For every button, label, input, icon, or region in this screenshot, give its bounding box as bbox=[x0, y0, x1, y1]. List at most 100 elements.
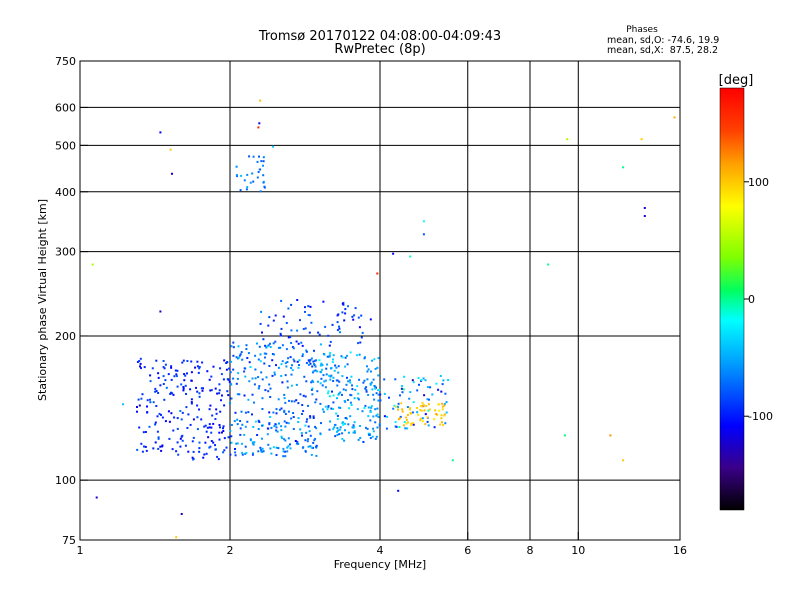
data-point bbox=[330, 407, 333, 410]
data-point bbox=[363, 379, 366, 382]
data-point bbox=[241, 358, 244, 361]
data-point bbox=[246, 186, 249, 189]
data-point bbox=[258, 421, 261, 423]
data-point bbox=[332, 354, 335, 357]
data-point bbox=[372, 430, 375, 433]
data-point bbox=[420, 379, 423, 381]
data-point bbox=[357, 342, 360, 345]
data-point bbox=[378, 423, 381, 426]
data-point bbox=[219, 410, 222, 413]
data-point bbox=[251, 172, 254, 175]
data-point bbox=[269, 447, 272, 450]
data-point bbox=[301, 404, 304, 406]
data-point bbox=[182, 387, 185, 390]
data-point bbox=[215, 408, 218, 411]
data-point bbox=[273, 371, 276, 374]
data-point bbox=[277, 346, 280, 349]
data-point bbox=[155, 359, 158, 362]
data-point bbox=[349, 415, 352, 418]
data-point bbox=[307, 425, 310, 428]
data-point bbox=[369, 318, 372, 321]
data-point bbox=[294, 440, 297, 442]
data-point bbox=[367, 406, 370, 409]
data-point bbox=[267, 390, 270, 393]
data-point bbox=[348, 407, 351, 410]
data-point bbox=[198, 447, 201, 450]
data-point bbox=[322, 374, 325, 377]
data-point bbox=[269, 346, 272, 348]
data-point bbox=[217, 458, 220, 461]
data-point bbox=[353, 431, 356, 434]
data-point bbox=[393, 404, 396, 407]
data-point bbox=[410, 412, 412, 415]
data-point bbox=[287, 307, 290, 310]
data-point bbox=[383, 415, 386, 418]
x-tick-label: 4 bbox=[377, 544, 384, 557]
data-point bbox=[216, 455, 219, 458]
data-point bbox=[332, 408, 334, 410]
data-point bbox=[319, 343, 322, 346]
data-point bbox=[309, 416, 312, 419]
data-point bbox=[280, 299, 283, 302]
data-point bbox=[365, 386, 368, 389]
data-point bbox=[196, 390, 199, 393]
data-point bbox=[347, 380, 350, 383]
data-point bbox=[406, 414, 409, 416]
data-point bbox=[268, 411, 271, 414]
data-point bbox=[424, 423, 427, 426]
data-point bbox=[235, 356, 238, 359]
data-point bbox=[229, 371, 232, 374]
data-point bbox=[159, 131, 162, 134]
data-point bbox=[420, 409, 423, 412]
data-point bbox=[280, 363, 283, 366]
data-point bbox=[218, 438, 221, 441]
data-point bbox=[299, 319, 301, 322]
data-point bbox=[232, 346, 235, 349]
data-point bbox=[367, 415, 370, 418]
data-point bbox=[248, 155, 251, 158]
data-point bbox=[443, 414, 446, 417]
y-tick-label: 400 bbox=[55, 186, 76, 199]
data-point bbox=[192, 418, 195, 421]
data-point bbox=[281, 437, 283, 440]
data-point bbox=[313, 349, 315, 352]
data-point bbox=[267, 344, 270, 347]
data-point bbox=[247, 352, 250, 355]
data-point bbox=[341, 437, 344, 440]
data-point bbox=[140, 367, 142, 370]
data-point bbox=[339, 391, 342, 394]
data-point bbox=[260, 160, 263, 163]
data-point bbox=[251, 441, 254, 444]
data-point bbox=[190, 371, 193, 374]
data-point bbox=[143, 445, 145, 448]
data-point bbox=[263, 185, 266, 188]
data-point bbox=[232, 368, 235, 371]
data-point bbox=[160, 413, 162, 416]
data-point bbox=[234, 454, 237, 457]
data-point bbox=[417, 413, 420, 416]
data-point bbox=[251, 413, 253, 416]
data-point bbox=[259, 353, 262, 356]
data-point bbox=[174, 369, 177, 372]
data-point bbox=[215, 412, 218, 415]
data-point bbox=[423, 394, 426, 397]
data-point bbox=[297, 417, 300, 420]
data-point bbox=[244, 452, 247, 455]
data-point bbox=[347, 305, 349, 308]
data-point bbox=[256, 160, 259, 163]
data-point bbox=[398, 426, 401, 428]
data-point bbox=[353, 430, 356, 433]
data-point bbox=[375, 392, 378, 395]
data-point bbox=[287, 422, 290, 425]
data-point bbox=[221, 431, 223, 434]
data-point bbox=[339, 426, 342, 429]
data-point bbox=[190, 360, 193, 363]
data-point bbox=[354, 388, 357, 391]
data-point bbox=[183, 373, 186, 376]
data-point bbox=[275, 446, 278, 449]
data-point bbox=[287, 410, 290, 413]
data-point bbox=[350, 375, 353, 378]
data-point bbox=[431, 393, 434, 396]
data-point bbox=[262, 164, 264, 167]
data-point bbox=[324, 386, 327, 389]
